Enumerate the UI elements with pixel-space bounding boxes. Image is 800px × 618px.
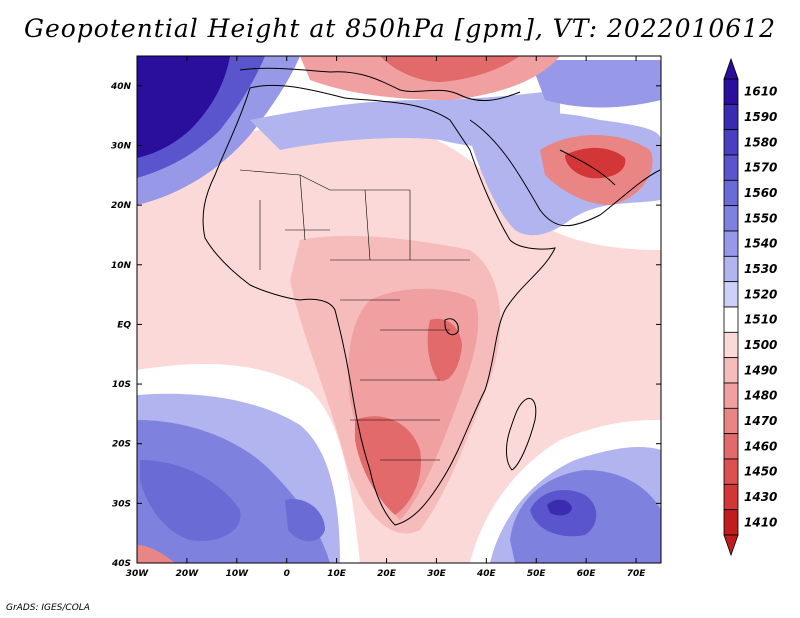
colorbar-swatch [723,382,739,409]
lon-label: 30E [427,569,447,579]
north-atlantic-high [137,56,230,158]
colorbar-swatch [723,255,739,283]
colorbar-label: 1510 [744,313,777,327]
colorbar-swatch [723,433,739,460]
colorbar-swatch [723,205,739,232]
colorbar-swatch [723,230,739,257]
colorbar: 1610 1590 1580 1570 1560 1550 1540 1530 1520 1510… [723,57,777,557]
colorbar-label: 1450 [744,465,777,479]
colorbar-swatch [723,483,739,511]
colorbar-swatch [723,306,739,333]
lon-label: 0 [284,569,290,579]
colorbar-swatch [723,357,739,384]
lon-label: 20W [176,569,200,579]
south-african-low [355,416,421,515]
europe-coastline [239,67,521,101]
colorbar-swatch [723,331,739,359]
colorbar-label: 1610 [744,85,777,99]
sw-corner-red [137,545,175,563]
lon-label: 60E [577,569,597,579]
colorbar-label: 1580 [744,135,777,149]
plot-frame [136,55,662,564]
arabia-coastline [469,119,661,227]
lat-label: 40N [110,82,132,92]
colorbar-label: 1480 [744,389,777,403]
longitude-axis: 30W 20W 10W 0 10E 20E 30E 40E 50E 60E 70E [126,56,646,579]
colorbar-label: 1460 [744,439,777,453]
lat-label: 40S [111,559,131,569]
lat-label: 20S [112,440,131,450]
colorbar-swatch [723,154,739,181]
colorbar-swatch [723,281,739,308]
arabia-blue-2 [530,60,661,108]
colorbar-swatch [723,103,739,131]
lon-label: 50E [527,569,547,579]
south-atlantic-core-2 [285,499,325,542]
lon-label: 10E [327,569,347,579]
europe-red-core [380,56,520,82]
lat-label: EQ [117,320,131,330]
country-borders [239,169,470,461]
colorbar-label: 1430 [744,490,777,504]
madagascar-coastline [506,397,537,471]
lon-label: 30W [126,569,150,579]
colorbar-label: 1530 [744,262,777,276]
colorbar-label: 1500 [744,338,777,352]
south-indian-core [547,499,572,516]
colorbar-label: 1570 [744,161,777,175]
lat-label: 20N [111,201,132,211]
colorbar-label: 1470 [744,414,777,428]
colorbar-swatch [723,509,739,536]
lon-label: 40E [476,569,497,579]
lon-label: 10W [226,569,250,579]
colorbar-top-arrow [723,57,739,80]
colorbar-swatch [723,179,739,207]
lat-label: 10N [111,261,132,271]
lat-label: 30N [111,141,132,151]
lake-victoria [444,318,459,336]
iran-core [565,147,626,179]
lon-label: 20E [377,569,397,579]
map-title: Geopotential Height at 850hPa [gpm], VT:… [23,14,777,43]
colorbar-label: 1520 [744,287,777,301]
colorbar-label: 1560 [744,186,777,200]
coastlines [202,67,661,526]
south-atlantic-core [140,460,241,541]
colorbar-bottom-arrow [723,534,739,557]
colorbar-label: 1540 [744,237,777,251]
colorbar-label: 1490 [744,363,777,377]
colorbar-label: 1550 [744,211,777,225]
lon-label: 70E [627,569,647,579]
persian-gulf [559,149,616,186]
africa-coastline [202,84,556,526]
field-shading [137,56,661,563]
latitude-axis: 40N 30N 20N 10N EQ 10S 20S 30S 40S [110,82,661,569]
colorbar-label: 1410 [744,515,777,529]
colorbar-swatch [723,78,739,105]
colorbar-swatch [723,407,739,435]
colorbar-swatch [723,458,739,485]
grads-credit: GrADS: IGES/COLA [6,603,90,613]
lat-label: 10S [112,380,131,390]
lat-label: 30S [112,499,131,509]
colorbar-swatch [723,129,739,156]
colorbar-label: 1590 [744,110,777,124]
